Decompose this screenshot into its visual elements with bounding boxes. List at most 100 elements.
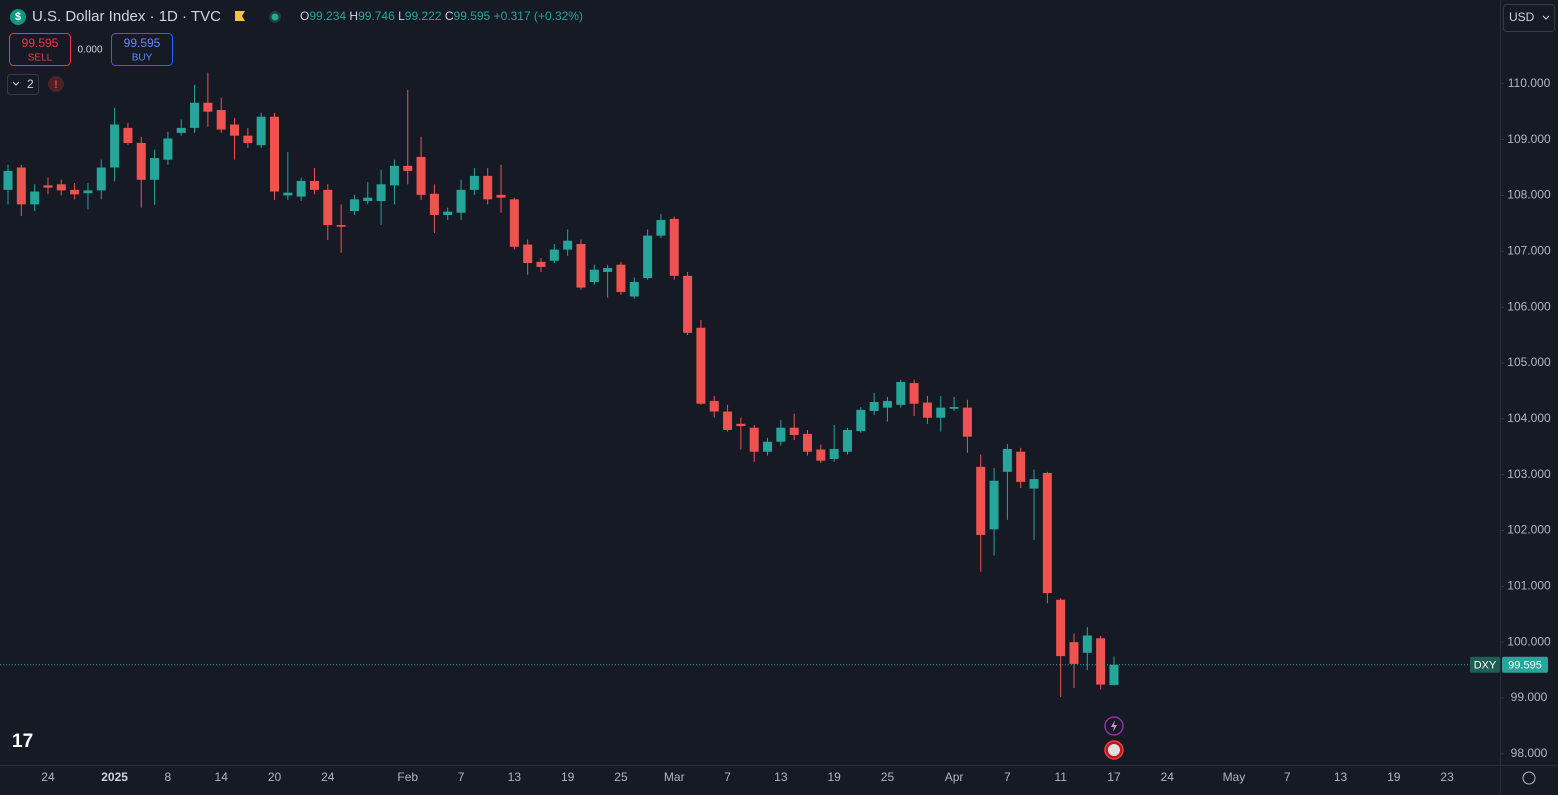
candle-body <box>483 175 493 200</box>
y-tick-label: 102.000 <box>1507 523 1551 537</box>
candle-body <box>469 175 479 190</box>
candle-body <box>56 184 66 191</box>
x-tick-label: Apr <box>945 770 964 784</box>
candle-body <box>683 275 693 333</box>
candle-body <box>136 142 146 180</box>
candle-body <box>989 480 999 530</box>
candle-body <box>456 189 466 213</box>
buy-label: BUY <box>132 53 153 64</box>
candle-body <box>3 170 13 190</box>
tv-logo[interactable]: 17 <box>12 731 33 752</box>
candle-body <box>1029 479 1039 489</box>
sell-button[interactable] <box>9 33 71 66</box>
symbol-icon <box>10 9 26 25</box>
sell-label: SELL <box>28 53 53 64</box>
chevron <box>1542 15 1550 20</box>
currency: USD <box>1509 10 1535 24</box>
indicator-count: 2 <box>27 77 34 91</box>
high-label: H <box>349 9 358 23</box>
spread: 0.000 <box>77 45 102 56</box>
y-tick-label: 107.000 <box>1507 243 1551 257</box>
candle-body <box>176 127 186 133</box>
candle-body <box>749 427 759 452</box>
currency-select[interactable] <box>1503 4 1555 32</box>
candle-body <box>1042 472 1052 594</box>
candle-body <box>882 400 892 408</box>
warning-glyph: ! <box>54 79 58 91</box>
candle-body <box>816 449 826 461</box>
candle-body <box>110 124 120 168</box>
candle-body <box>389 165 399 186</box>
flag-icon[interactable] <box>235 11 245 21</box>
low-value: 99.222 <box>405 9 442 23</box>
candle-body <box>123 127 133 143</box>
x-tick-label: 17 <box>1107 770 1121 784</box>
close-value: 99.595 <box>454 9 491 23</box>
candle-body <box>16 167 26 205</box>
candle-body <box>190 102 200 128</box>
candle-body <box>270 116 279 192</box>
candle-body <box>216 110 226 130</box>
candle-body <box>363 197 373 202</box>
candle-body <box>869 402 879 411</box>
y-tick-label: 105.000 <box>1507 355 1551 369</box>
event-glyph <box>1111 720 1117 732</box>
x-tick-label: 19 <box>827 770 841 784</box>
candle-body <box>83 190 93 194</box>
y-tick-label: 109.000 <box>1507 132 1551 146</box>
warning-icon[interactable] <box>48 76 64 92</box>
candle-body <box>589 269 599 282</box>
candle-body <box>256 116 266 146</box>
candle-body <box>43 185 53 188</box>
candle-body <box>523 244 533 264</box>
x-tick-label: 7 <box>1004 770 1011 784</box>
candle-body <box>1016 451 1026 482</box>
flag-glyph <box>1108 744 1120 756</box>
candle-body <box>803 433 812 452</box>
buy-price: 99.595 <box>124 36 161 50</box>
y-tick-label: 100.000 <box>1507 634 1551 648</box>
candle-body <box>603 268 613 272</box>
y-tick-label: 110.000 <box>1508 76 1551 90</box>
candle-body <box>230 124 240 136</box>
candle-body <box>616 264 626 293</box>
ticker: DXY <box>1474 660 1497 672</box>
x-tick-label: 14 <box>215 770 229 784</box>
candle-body <box>96 167 106 191</box>
close-label: C <box>445 9 454 23</box>
last-price-tag <box>1502 656 1548 673</box>
candle-body <box>429 193 439 215</box>
candle-body <box>696 327 706 404</box>
y-tick-label: 98.000 <box>1511 746 1548 760</box>
candle-body <box>1096 638 1106 685</box>
candle-body <box>922 402 932 418</box>
indicators-toggle[interactable] <box>7 74 39 95</box>
candle-body <box>416 156 426 195</box>
x-tick-label: 13 <box>508 770 522 784</box>
x-tick-label: 25 <box>881 770 895 784</box>
candle-body <box>842 429 852 452</box>
candle-body <box>643 235 653 279</box>
candle-body <box>629 281 639 297</box>
candle-body <box>976 466 986 535</box>
settings-icon[interactable] <box>1522 771 1536 785</box>
candle-body <box>243 135 253 143</box>
candle-body <box>403 165 413 171</box>
x-tick-label: 7 <box>1284 770 1291 784</box>
candle-body <box>309 180 319 190</box>
plot-area: 98.000 99.000 100.000 101.000 102.000 103.000… <box>3 72 1551 784</box>
chevron <box>12 81 20 86</box>
candle-body <box>736 423 746 427</box>
buy-button[interactable] <box>111 33 173 66</box>
candle-body <box>669 218 679 276</box>
x-tick-label: Feb <box>397 770 418 784</box>
market-status <box>271 13 279 21</box>
ticker-tag <box>1470 656 1500 673</box>
x-tick-label: 24 <box>1161 770 1175 784</box>
x-tick-label: 20 <box>268 770 282 784</box>
last-price: 99.595 <box>1508 660 1542 672</box>
ohlc-row: O99.234 H99.746 L99.222 C99.595 +0.317 (… <box>300 9 583 23</box>
candle-body <box>563 240 573 250</box>
sell-price: 99.595 <box>22 36 59 50</box>
